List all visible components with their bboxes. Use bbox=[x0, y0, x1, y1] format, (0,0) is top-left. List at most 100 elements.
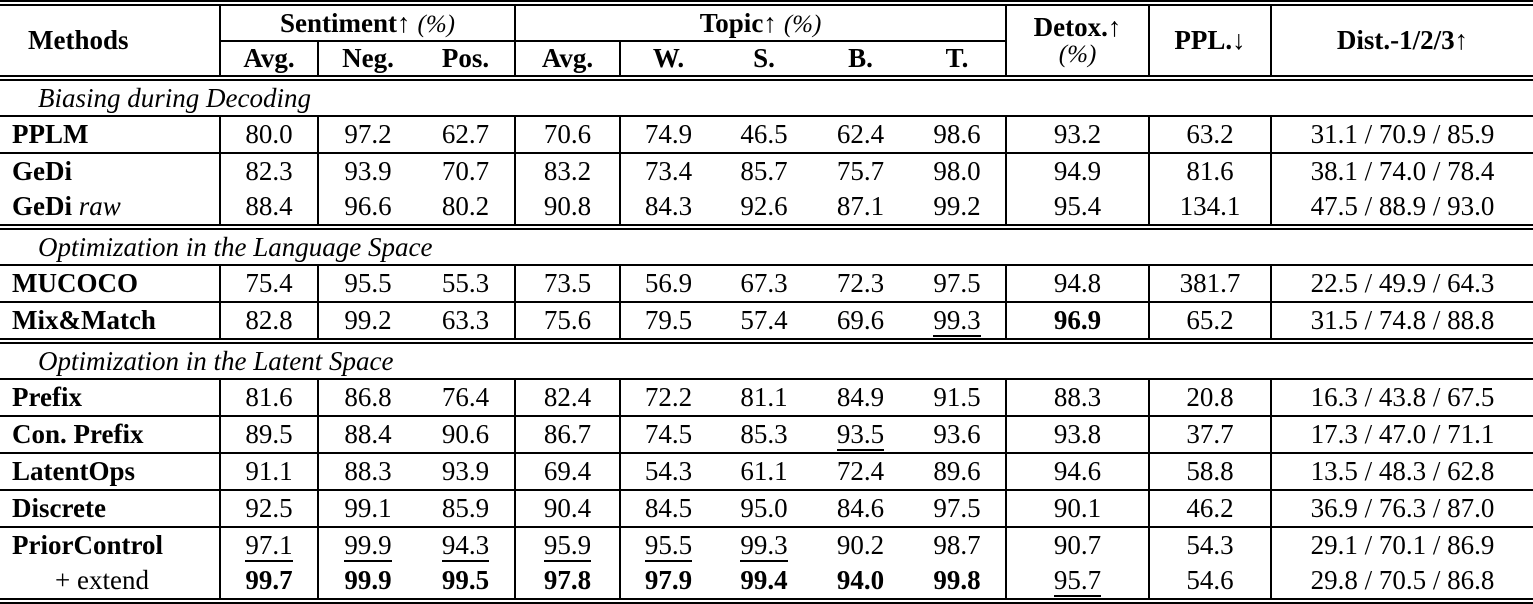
up-arrow: ↑ bbox=[763, 7, 777, 38]
cell-mix-match-ppl: 65.2 bbox=[1149, 301, 1273, 341]
value: 96.9 bbox=[1053, 305, 1102, 335]
cell-gedi-topic-b: 75.7 bbox=[812, 152, 910, 189]
cell-priorcontrol-topic-avg: 95.9 bbox=[515, 526, 622, 563]
cell-discrete-topic-s: 95.0 bbox=[716, 489, 813, 527]
value: 81.6 bbox=[245, 382, 293, 412]
value: 92.5 bbox=[245, 493, 293, 523]
cell-con-prefix-topic-t: 93.6 bbox=[909, 415, 1008, 453]
cell-con-prefix-detox: 93.8 bbox=[1006, 415, 1151, 453]
value: 63.2 bbox=[1186, 119, 1234, 149]
cell-priorcontrol-detox: 90.7 bbox=[1006, 526, 1151, 563]
value: 89.6 bbox=[933, 456, 981, 486]
value: 81.6 bbox=[1186, 156, 1234, 186]
value: 62.7 bbox=[441, 119, 490, 149]
value: 94.9 bbox=[1053, 156, 1102, 186]
cell-con-prefix-topic-s: 85.3 bbox=[716, 415, 813, 453]
value: 67.3 bbox=[740, 268, 788, 298]
cell-con-prefix-ppl: 37.7 bbox=[1149, 415, 1273, 453]
value: 73.5 bbox=[543, 268, 592, 298]
cell-pplm-sentiment-avg: 80.0 bbox=[220, 115, 319, 153]
cell-pplm-sentiment-neg: 97.2 bbox=[318, 115, 417, 153]
dist-label: Dist.-1/2/3 bbox=[1336, 25, 1455, 55]
value: 98.7 bbox=[933, 530, 981, 560]
value: 56.9 bbox=[644, 268, 693, 298]
cell-latentops-topic-t: 89.6 bbox=[909, 452, 1008, 490]
cell-discrete-ppl: 46.2 bbox=[1149, 489, 1273, 527]
cell-mucoco-topic-b: 72.3 bbox=[812, 264, 910, 302]
value: 83.2 bbox=[543, 156, 592, 186]
cell-pplm-topic-avg: 70.6 bbox=[515, 115, 622, 153]
method-cell-mucoco: MUCOCO bbox=[0, 264, 221, 302]
cell-prefix-topic-t: 91.5 bbox=[909, 378, 1008, 416]
value: 76.4 bbox=[441, 382, 490, 412]
value: 57.4 bbox=[740, 305, 788, 335]
cell-discrete-topic-avg: 90.4 bbox=[515, 489, 622, 527]
value: 65.2 bbox=[1186, 305, 1234, 335]
cell-mucoco-topic-avg: 73.5 bbox=[515, 264, 622, 302]
detox-unit: (%) bbox=[1058, 40, 1097, 68]
value: 94.0 bbox=[836, 565, 885, 595]
value: 90.6 bbox=[441, 419, 490, 449]
section-row: Biasing during Decoding bbox=[0, 75, 1533, 117]
section-title-optimization-in-the-language-space: Optimization in the Language Space bbox=[0, 224, 1533, 266]
value: 84.6 bbox=[836, 493, 885, 523]
cell-mix-match-topic-s: 57.4 bbox=[716, 301, 813, 341]
col-header-sentiment-avg: Avg. bbox=[220, 41, 319, 78]
method-label: Mix&Match bbox=[12, 305, 156, 335]
cell-mucoco-topic-s: 67.3 bbox=[716, 264, 813, 302]
value: 90.8 bbox=[543, 191, 592, 221]
value: 73.4 bbox=[644, 156, 693, 186]
value: 88.3 bbox=[1053, 382, 1102, 412]
value: 81.1 bbox=[740, 382, 788, 412]
value: 63.3 bbox=[441, 305, 490, 335]
cell-latentops-detox: 94.6 bbox=[1006, 452, 1151, 490]
value: 99.9 bbox=[344, 530, 392, 562]
detox-label: Detox. bbox=[1033, 12, 1108, 43]
cell-prefix-topic-b: 84.9 bbox=[812, 378, 910, 416]
value: 62.4 bbox=[836, 119, 885, 149]
cell-gedi-sentiment-avg: 82.3 bbox=[220, 152, 319, 189]
table-header: Methods Sentiment↑ (%) Topic↑ (%) Detox.↑ … bbox=[0, 3, 1533, 78]
cell-discrete-sentiment-avg: 92.5 bbox=[220, 489, 319, 527]
cell-latentops-topic-avg: 69.4 bbox=[515, 452, 622, 490]
value: 36.9 / 76.3 / 87.0 bbox=[1310, 493, 1495, 523]
cell-mucoco-topic-t: 97.5 bbox=[909, 264, 1008, 302]
cell-mucoco-dist-1-2-3: 22.5 / 49.9 / 64.3 bbox=[1271, 264, 1533, 302]
cell-pplm-dist-1-2-3: 31.1 / 70.9 / 85.9 bbox=[1271, 115, 1533, 153]
value: 54.3 bbox=[644, 456, 693, 486]
value: 17.3 / 47.0 / 71.1 bbox=[1310, 419, 1495, 449]
method-label: PPLM bbox=[12, 119, 89, 149]
cell-priorcontrol-dist-1-2-3: 29.1 / 70.1 / 86.9 bbox=[1271, 526, 1533, 563]
cell-extend-topic-avg: 97.8 bbox=[515, 563, 622, 601]
cell-gedi-topic-w: 84.3 bbox=[620, 189, 716, 227]
group-header-topic: Topic↑ (%) bbox=[515, 3, 1008, 42]
value: 98.0 bbox=[933, 156, 981, 186]
value: 22.5 / 49.9 / 64.3 bbox=[1310, 268, 1495, 298]
table-row-gedi: GeDi raw 88.4 96.6 80.2 90.8 84.3 92.6 87.1 99.2… bbox=[0, 189, 1533, 227]
cell-pplm-topic-s: 46.5 bbox=[716, 115, 813, 153]
cell-gedi-dist-1-2-3: 47.5 / 88.9 / 93.0 bbox=[1271, 189, 1533, 227]
cell-mix-match-sentiment-neg: 99.2 bbox=[318, 301, 417, 341]
cell-gedi-dist-1-2-3: 38.1 / 74.0 / 78.4 bbox=[1271, 152, 1533, 189]
method-label: Discrete bbox=[12, 493, 106, 523]
cell-con-prefix-dist-1-2-3: 17.3 / 47.0 / 71.1 bbox=[1271, 415, 1533, 453]
cell-con-prefix-topic-b: 93.5 bbox=[812, 415, 910, 453]
table-row-prefix: Prefix 81.6 86.8 76.4 82.4 72.2 81.1 84.9 91.5 88… bbox=[0, 378, 1533, 416]
value: 381.7 bbox=[1179, 268, 1241, 298]
cell-gedi-detox: 94.9 bbox=[1006, 152, 1151, 189]
cell-latentops-topic-s: 61.1 bbox=[716, 452, 813, 490]
value: 72.2 bbox=[644, 382, 693, 412]
method-cell-con-prefix: Con. Prefix bbox=[0, 415, 221, 453]
cell-discrete-topic-w: 84.5 bbox=[620, 489, 717, 527]
value: 74.5 bbox=[644, 419, 693, 449]
cell-mix-match-dist-1-2-3: 31.5 / 74.8 / 88.8 bbox=[1271, 301, 1533, 341]
value: 99.4 bbox=[740, 565, 788, 595]
value: 88.3 bbox=[344, 456, 392, 486]
value: 95.9 bbox=[543, 530, 592, 562]
value: 89.5 bbox=[245, 419, 293, 449]
cell-prefix-detox: 88.3 bbox=[1006, 378, 1151, 416]
cell-gedi-topic-w: 73.4 bbox=[620, 152, 717, 189]
value: 99.8 bbox=[933, 565, 981, 595]
value: 86.7 bbox=[543, 419, 592, 449]
cell-priorcontrol-sentiment-neg: 99.9 bbox=[318, 526, 417, 563]
